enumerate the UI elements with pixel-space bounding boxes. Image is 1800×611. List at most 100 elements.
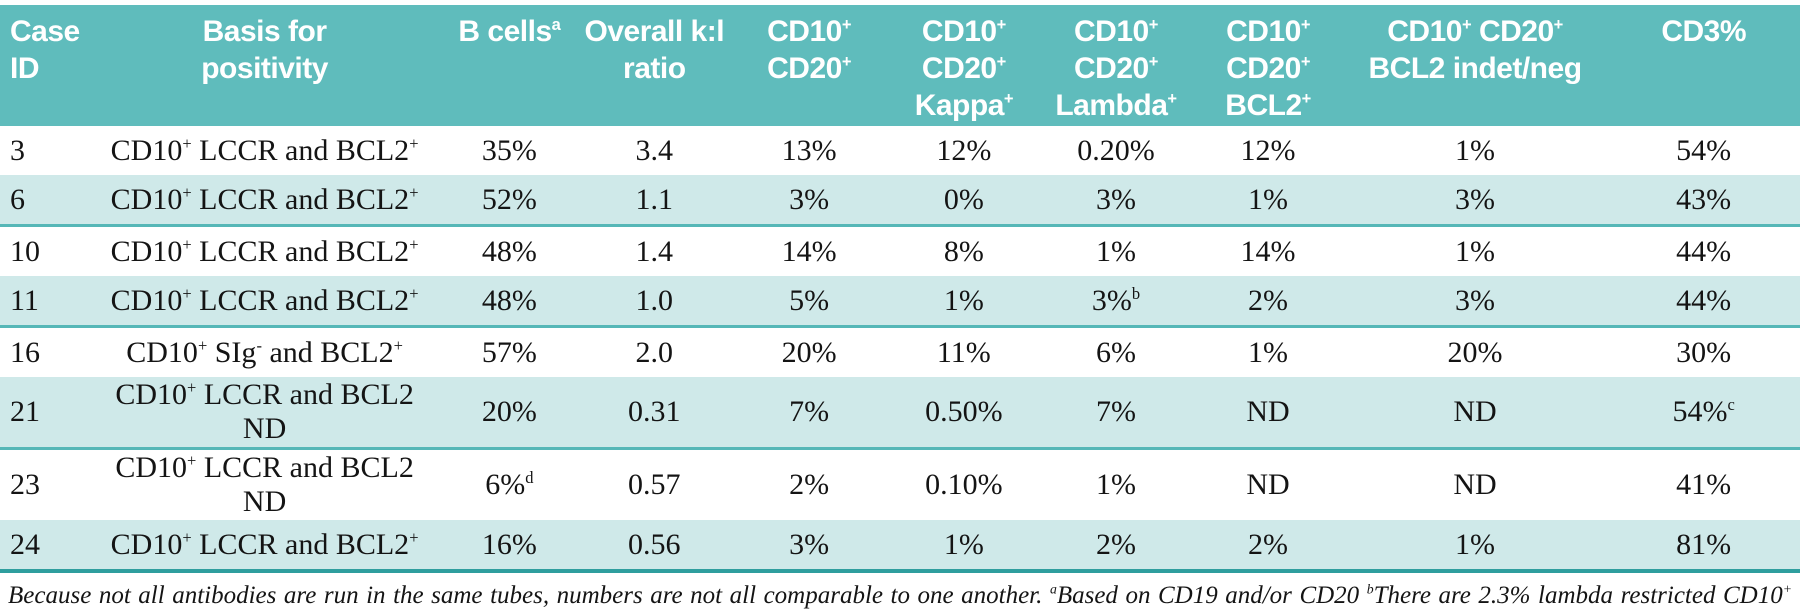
table-cell: 52% — [439, 175, 580, 227]
table-row: 10 CD10+ LCCR and BCL2+ 48% 1.4 14% 8% 1% 14% 1%… — [0, 225, 1800, 276]
column-header-1: Basis for positivity — [90, 5, 440, 126]
table-row: 24 CD10+ LCCR and BCL2+ 16% 0.56 3% 1% 2% 2% 1% 8… — [0, 520, 1800, 573]
table-cell: 21 — [0, 377, 90, 450]
table-cell: ND — [1342, 377, 1608, 450]
table-cell: 7% — [1038, 377, 1194, 450]
data-table: Case ID Basis for positivity B cellsa Overal… — [0, 5, 1800, 573]
table-cell: 1% — [1038, 448, 1194, 520]
table-cell: 1.1 — [579, 175, 729, 227]
table-cell: ND — [1342, 448, 1608, 520]
table-cell: 0% — [889, 175, 1039, 227]
table-cell: 1.0 — [579, 276, 729, 328]
table-cell: 30% — [1607, 326, 1800, 377]
table-cell: 0.56 — [579, 520, 729, 573]
table-cell: 7% — [728, 377, 890, 450]
column-header-4: CD10+ CD20+ — [728, 5, 890, 126]
table-cell: 11 — [0, 276, 90, 328]
table-cell: CD10+ SIg- and BCL2+ — [90, 326, 440, 377]
header-row: Case ID Basis for positivity B cellsa Overal… — [0, 5, 1800, 126]
table-cell: 2% — [728, 448, 890, 520]
table-cell: 2.0 — [579, 326, 729, 377]
table-cell: CD10+ LCCR and BCL2+ — [90, 175, 440, 227]
table-cell: ND — [1193, 448, 1343, 520]
column-header-7: CD10+ CD20+ BCL2+ — [1193, 5, 1343, 126]
table-cell: 3% — [1038, 175, 1194, 227]
column-header-8: CD10+ CD20+ BCL2 indet/neg — [1342, 5, 1608, 126]
table-cell: CD10+ LCCR and BCL2+ — [90, 225, 440, 276]
table-cell: 3.4 — [579, 126, 729, 175]
table-cell: 1% — [889, 520, 1039, 573]
table-cell: CD10+ LCCR and BCL2+ — [90, 126, 440, 175]
table-cell: 23 — [0, 448, 90, 520]
table-cell: 16 — [0, 326, 90, 377]
footnote-line: Because not all antibodies are run in th… — [8, 581, 1792, 609]
column-header-3: Overall k:l ratio — [579, 5, 729, 126]
table-cell: 1% — [889, 276, 1039, 328]
column-header-5: CD10+ CD20+ Kappa+ — [889, 5, 1039, 126]
table-cell: 14% — [1193, 225, 1343, 276]
table-cell: 41% — [1607, 448, 1800, 520]
table-cell: 3% — [1342, 175, 1608, 227]
table-cell: 43% — [1607, 175, 1800, 227]
table-cell: 0.31 — [579, 377, 729, 450]
table-cell: 12% — [889, 126, 1039, 175]
table-cell: 3% — [728, 175, 890, 227]
table-cell: 3% — [728, 520, 890, 573]
table-cell: 35% — [439, 126, 580, 175]
table-cell: 2% — [1038, 520, 1194, 573]
table-row: 23 CD10+ LCCR and BCL2 ND 6%d 0.57 2% 0.10% 1%… — [0, 448, 1800, 520]
table-cell: 6% — [1038, 326, 1194, 377]
table-cell: 24 — [0, 520, 90, 573]
table-cell: 0.57 — [579, 448, 729, 520]
table-cell: CD10+ LCCR and BCL2+ — [90, 276, 440, 328]
table-cell: 20% — [1342, 326, 1608, 377]
table-cell: 48% — [439, 276, 580, 328]
table-cell: CD10+ LCCR and BCL2 ND — [90, 377, 440, 450]
column-header-0: Case ID — [0, 5, 90, 126]
table-cell: 20% — [728, 326, 890, 377]
table-cell: 6%d — [439, 448, 580, 520]
table-cell: 1% — [1193, 326, 1343, 377]
table-cell: 54% — [1607, 126, 1800, 175]
table-cell: 20% — [439, 377, 580, 450]
table-cell: 1% — [1342, 126, 1608, 175]
table-cell: 3%b — [1038, 276, 1194, 328]
table-cell: 44% — [1607, 276, 1800, 328]
table-cell: 5% — [728, 276, 890, 328]
table-row: 21 CD10+ LCCR and BCL2 ND 20% 0.31 7% 0.50% 7%… — [0, 377, 1800, 450]
table-cell: 1% — [1342, 520, 1608, 573]
table-cell: 6 — [0, 175, 90, 227]
table-cell: CD10+ LCCR and BCL2+ — [90, 520, 440, 573]
table-cell: 14% — [728, 225, 890, 276]
column-header-2: B cellsa — [439, 5, 580, 126]
table-cell: 16% — [439, 520, 580, 573]
table-cell: 81% — [1607, 520, 1800, 573]
table-cell: 8% — [889, 225, 1039, 276]
table-cell: 57% — [439, 326, 580, 377]
column-header-6: CD10+ CD20+ Lambda+ — [1038, 5, 1194, 126]
table-cell: 0.50% — [889, 377, 1039, 450]
table-cell: 48% — [439, 225, 580, 276]
table-row: 11 CD10+ LCCR and BCL2+ 48% 1.0 5% 1% 3%b 2% 3% 4… — [0, 276, 1800, 328]
table-cell: ND — [1193, 377, 1343, 450]
table-cell: CD10+ LCCR and BCL2 ND — [90, 448, 440, 520]
table-row: 3 CD10+ LCCR and BCL2+ 35% 3.4 13% 12% 0.20% 12… — [0, 126, 1800, 175]
table-cell: 44% — [1607, 225, 1800, 276]
table-cell: 1% — [1342, 225, 1608, 276]
table-cell: 54%c — [1607, 377, 1800, 450]
table-body: 3 CD10+ LCCR and BCL2+ 35% 3.4 13% 12% 0.20% 12… — [0, 126, 1800, 573]
table-cell: 3% — [1342, 276, 1608, 328]
table-cell: 2% — [1193, 276, 1343, 328]
table-cell: 1% — [1193, 175, 1343, 227]
table-cell: 13% — [728, 126, 890, 175]
table-cell: 0.10% — [889, 448, 1039, 520]
table-row: 16 CD10+ SIg- and BCL2+ 57% 2.0 20% 11% 6% 1% 20… — [0, 326, 1800, 377]
table-cell: 2% — [1193, 520, 1343, 573]
table-cell: 1.4 — [579, 225, 729, 276]
column-header-9: CD3% — [1607, 5, 1800, 126]
table-cell: 3 — [0, 126, 90, 175]
table-cell: 0.20% — [1038, 126, 1194, 175]
table-cell: 12% — [1193, 126, 1343, 175]
table-footnote: Because not all antibodies are run in th… — [8, 580, 1792, 611]
